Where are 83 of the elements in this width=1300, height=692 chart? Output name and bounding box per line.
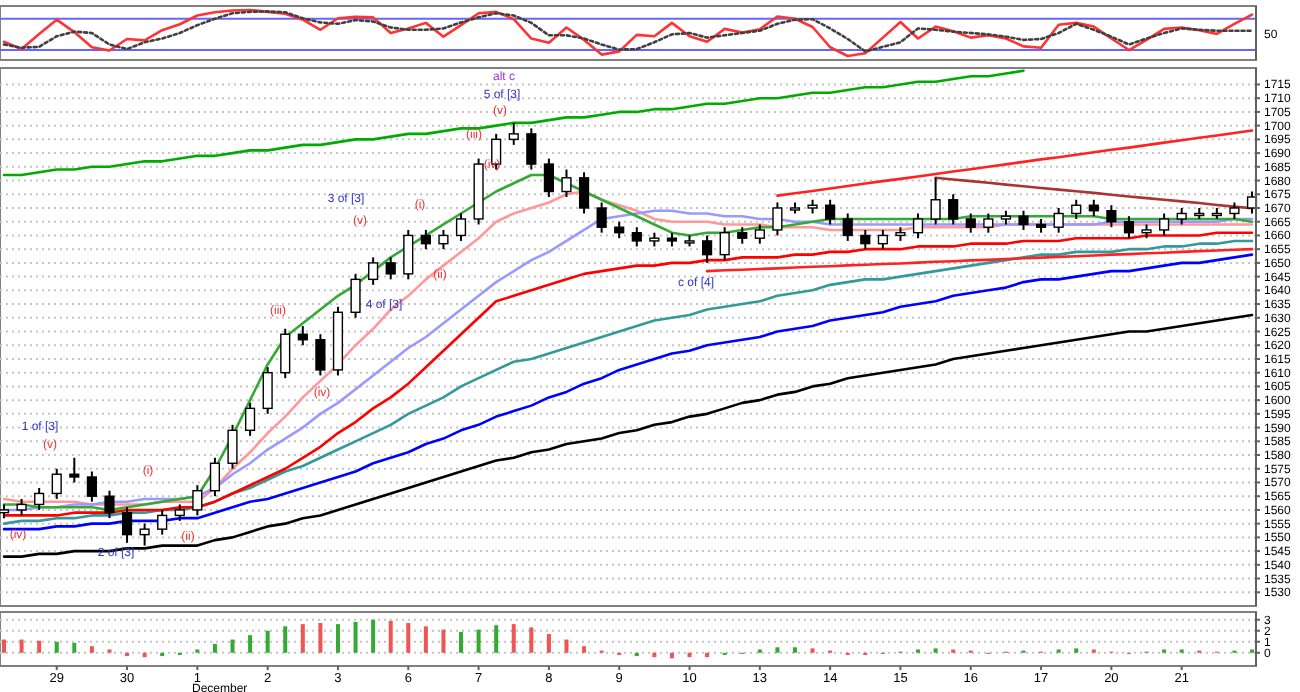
- candlestick: [842, 212, 853, 242]
- bar: [406, 623, 411, 653]
- candlestick: [965, 212, 976, 234]
- candlestick: [420, 228, 431, 251]
- bar: [511, 624, 516, 653]
- candlestick: [368, 256, 379, 286]
- bar: [54, 641, 59, 653]
- candlestick: [561, 168, 572, 199]
- candlestick: [86, 470, 97, 503]
- line-series: [2, 69, 1025, 177]
- line-series: [705, 247, 1254, 273]
- bar: [669, 652, 674, 659]
- candlestick: [1018, 209, 1029, 231]
- bar: [459, 631, 464, 653]
- bar: [335, 624, 340, 653]
- candlestick: [121, 506, 133, 544]
- candlestick: [157, 508, 168, 536]
- candlestick: [455, 212, 467, 242]
- candlestick: [244, 401, 256, 437]
- candlestick: [385, 256, 396, 281]
- bar: [792, 647, 797, 653]
- candlestick: [262, 366, 273, 415]
- candlestick: [104, 489, 115, 520]
- bar: [212, 643, 217, 653]
- candlestick: [631, 226, 642, 248]
- bar: [564, 639, 569, 653]
- candlestick: [526, 127, 537, 171]
- bar: [529, 627, 534, 653]
- candlestick: [702, 234, 713, 264]
- candlestick: [754, 223, 765, 245]
- candlestick: [1071, 198, 1082, 220]
- candlestick: [860, 228, 871, 251]
- bar: [19, 639, 24, 653]
- bar: [2, 639, 6, 653]
- bar: [371, 619, 376, 653]
- candlestick: [543, 157, 554, 199]
- line-series: [776, 129, 1254, 197]
- bar: [494, 625, 499, 653]
- bar: [283, 626, 288, 653]
- candlestick: [930, 176, 941, 226]
- bar: [230, 639, 235, 653]
- candlestick: [227, 423, 238, 470]
- bar: [441, 629, 446, 653]
- candlestick: [280, 327, 291, 380]
- candlestick: [596, 201, 607, 234]
- bar: [775, 647, 780, 653]
- candlestick: [34, 486, 45, 511]
- bar: [37, 640, 42, 653]
- bar: [582, 646, 587, 653]
- candlestick: [139, 522, 150, 547]
- bar: [89, 646, 94, 653]
- bar: [318, 623, 323, 653]
- bar: [423, 626, 428, 653]
- candlestick: [403, 228, 414, 281]
- candlestick: [508, 121, 519, 146]
- candlestick: [438, 228, 449, 251]
- candlestick: [69, 456, 80, 484]
- candlestick: [51, 467, 62, 500]
- candlestick: [877, 228, 888, 251]
- bar: [388, 620, 393, 653]
- candlestick: [578, 171, 590, 215]
- candlestick: [1053, 206, 1064, 234]
- bar: [72, 642, 77, 653]
- bar: [265, 630, 270, 653]
- candlestick: [209, 456, 221, 498]
- candlestick: [825, 198, 836, 226]
- candlestick: [948, 193, 959, 226]
- bar: [476, 629, 481, 653]
- candlestick: [1106, 204, 1117, 229]
- candlestick: [1123, 215, 1135, 240]
- candlestick: [315, 333, 326, 377]
- candlestick: [983, 212, 994, 234]
- candlestick: [912, 212, 924, 240]
- bar: [300, 624, 305, 653]
- candlestick: [1159, 212, 1170, 237]
- bar: [248, 635, 253, 653]
- bar: [546, 634, 551, 653]
- line-series: [2, 313, 1254, 558]
- candlestick: [350, 272, 361, 319]
- candlestick: [772, 201, 783, 237]
- bar: [353, 621, 358, 653]
- candlestick: [192, 484, 203, 517]
- candlestick: [719, 226, 730, 262]
